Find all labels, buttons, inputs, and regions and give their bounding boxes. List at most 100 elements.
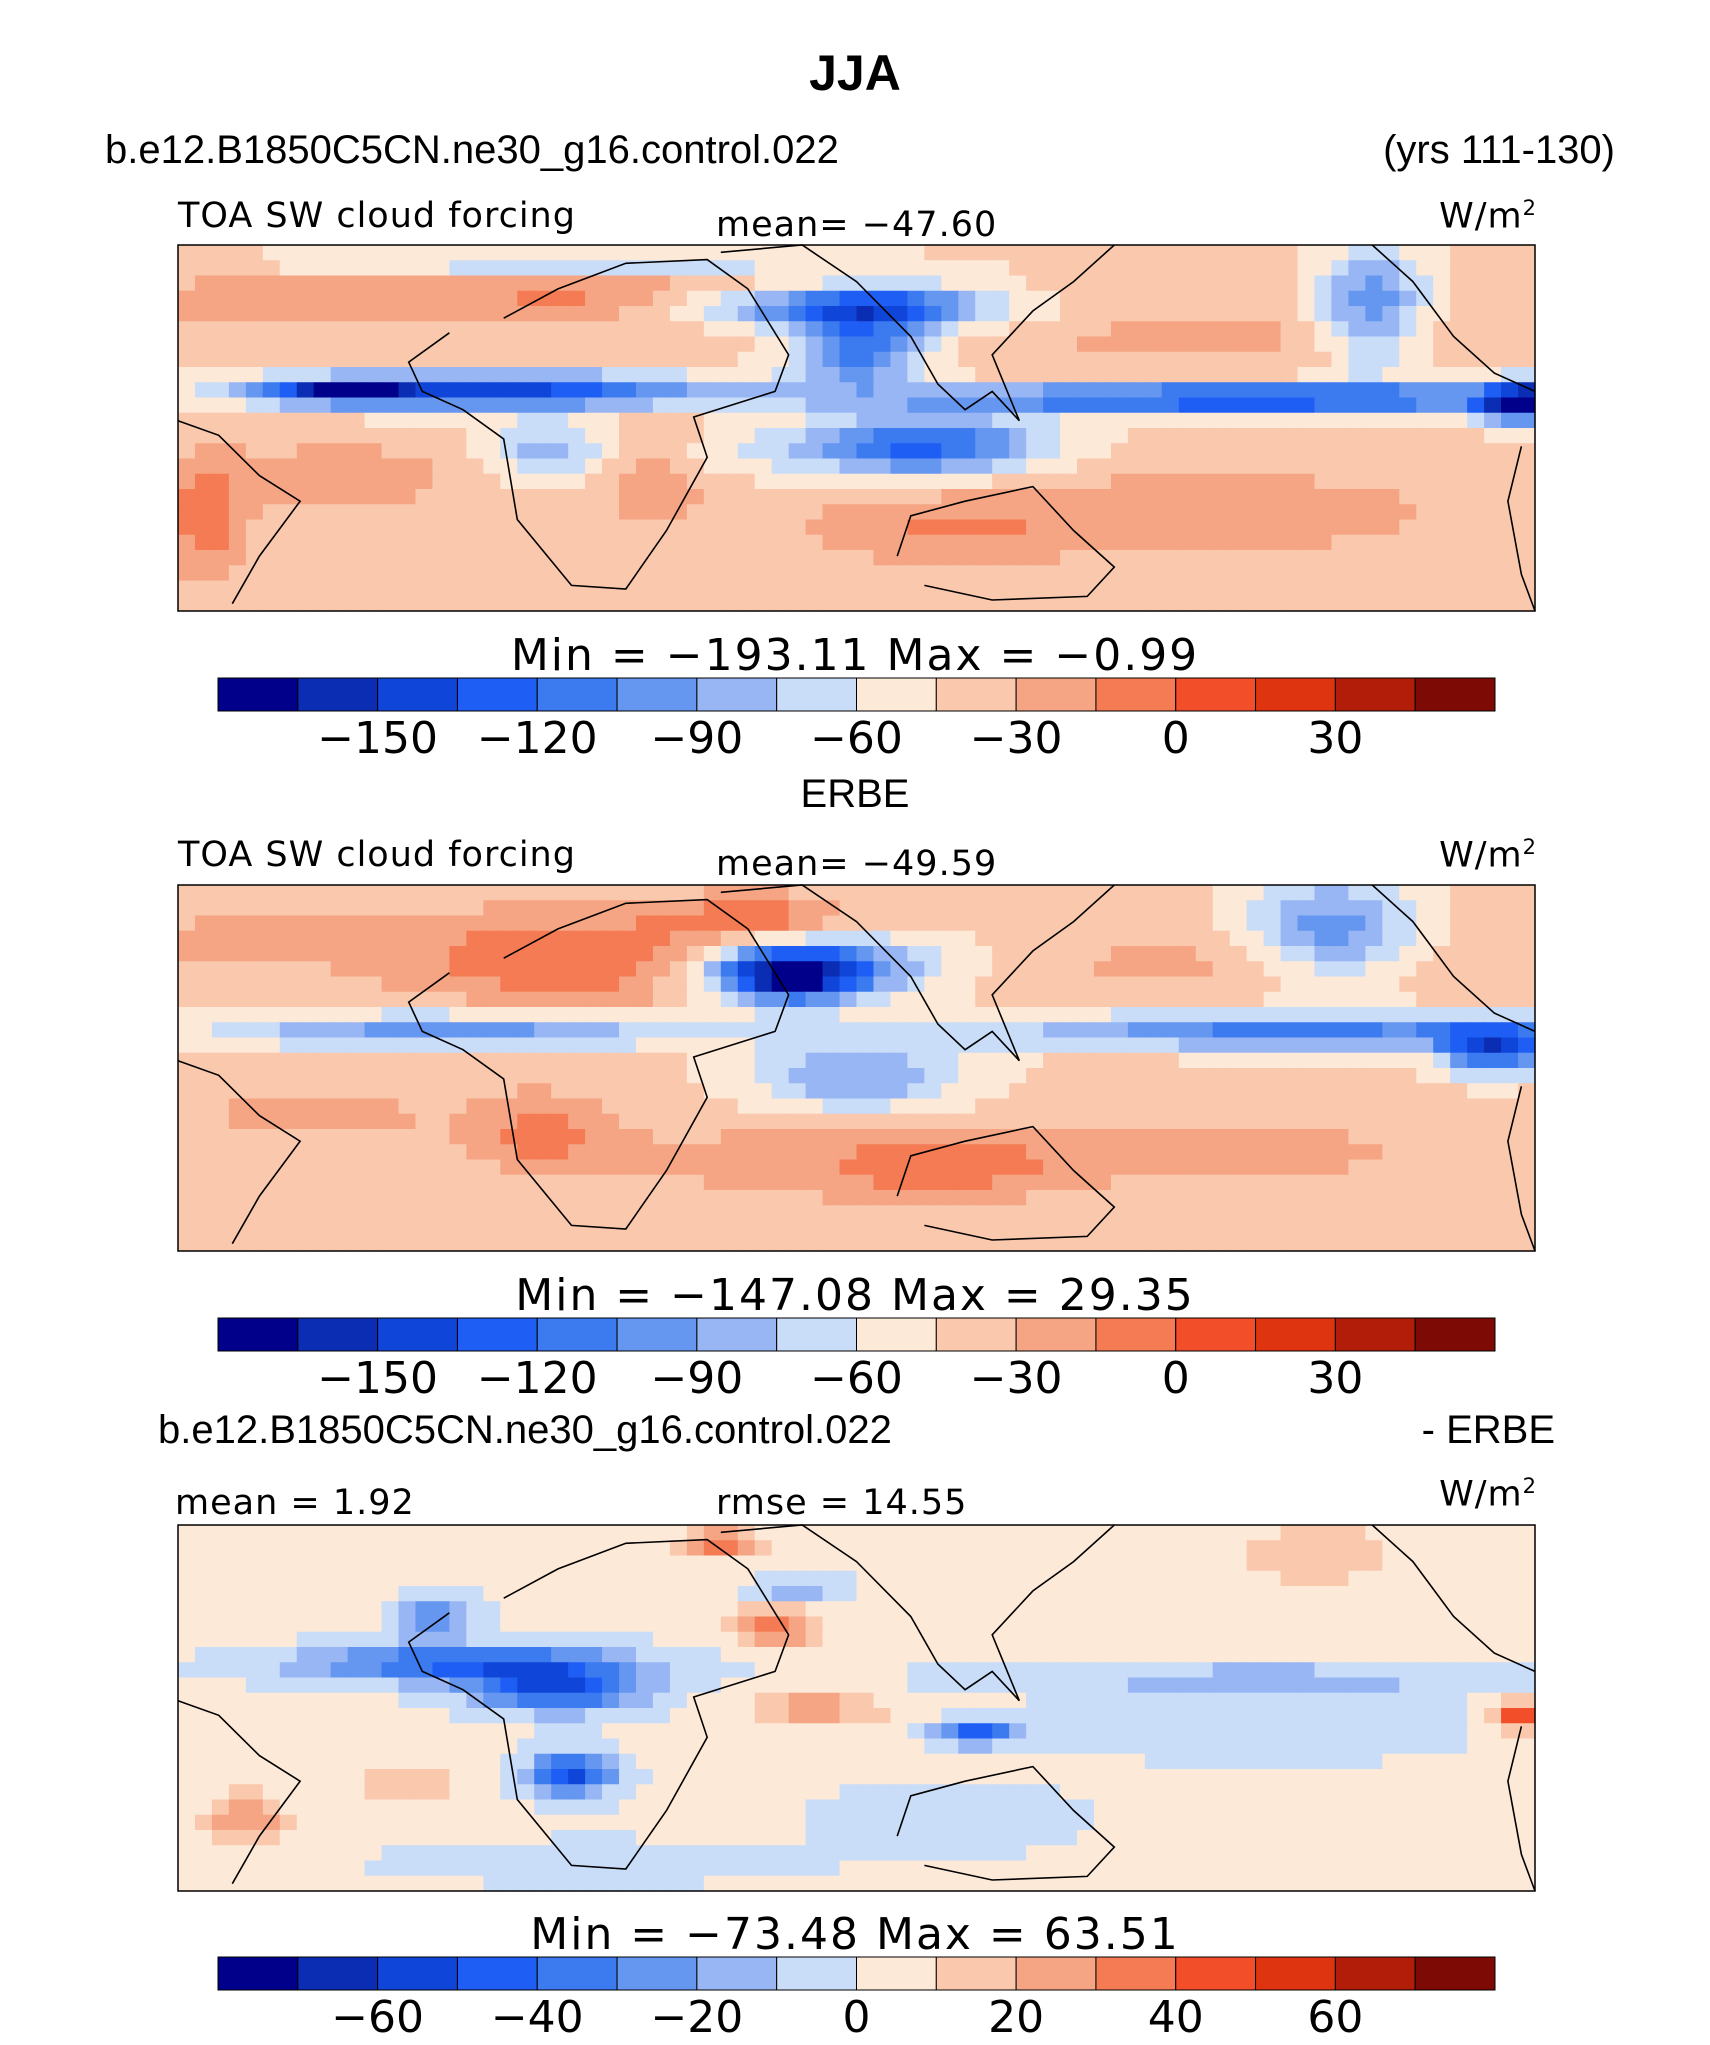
field-cell <box>381 306 400 322</box>
field-cell <box>415 428 434 444</box>
field-cell <box>194 458 213 475</box>
field-cell <box>211 885 230 901</box>
field-cell <box>839 1647 858 1663</box>
field-cell <box>958 473 976 490</box>
field-cell <box>551 336 569 353</box>
field-cell <box>1093 275 1112 292</box>
field-cell <box>568 1129 586 1145</box>
field-cell <box>652 245 671 261</box>
field-cell <box>1433 595 1451 612</box>
field-cell <box>1382 1662 1400 1679</box>
field-cell <box>178 595 196 612</box>
field-cell <box>1178 1052 1197 1069</box>
field-cell <box>466 1616 484 1633</box>
field-cell <box>1110 976 1129 993</box>
field-cell <box>466 1555 484 1572</box>
field-cell <box>534 1692 552 1709</box>
field-cell <box>1348 1129 1366 1145</box>
field-cell <box>1314 336 1333 353</box>
field-cell <box>517 443 535 460</box>
field-cell <box>1060 1708 1078 1724</box>
field-cell <box>941 519 959 536</box>
field-cell <box>822 1190 841 1206</box>
field-cell <box>975 1662 993 1679</box>
field-cell <box>449 915 467 932</box>
field-cell <box>1110 458 1129 475</box>
field-cell <box>568 1235 586 1252</box>
field-cell <box>1399 1586 1417 1602</box>
field-cell <box>1009 1677 1027 1694</box>
field-cell <box>635 1190 654 1206</box>
field-cell <box>551 519 569 536</box>
field-cell <box>1297 473 1316 490</box>
field-cell <box>347 367 366 383</box>
field-cell <box>907 1708 925 1724</box>
field-cell <box>958 458 976 475</box>
field-cell <box>551 260 569 277</box>
field-cell <box>178 275 196 292</box>
field-cell <box>1518 306 1536 322</box>
field-cell <box>415 397 434 414</box>
field-cell <box>737 473 756 490</box>
field-cell <box>822 336 841 353</box>
field-cell <box>415 1174 434 1191</box>
field-cell <box>296 961 315 978</box>
field-cell <box>703 321 722 338</box>
field-cell <box>686 1570 705 1587</box>
field-cell <box>381 1540 400 1557</box>
field-cell <box>1026 1083 1044 1100</box>
field-cell <box>941 1022 959 1039</box>
field-cell <box>466 443 484 460</box>
field-cell <box>1450 580 1468 597</box>
field-cell <box>1161 336 1180 353</box>
field-cell <box>652 473 671 490</box>
field-cell <box>771 565 790 582</box>
field-cell <box>279 428 298 444</box>
field-cell <box>941 1525 959 1541</box>
field-cell <box>619 1022 637 1039</box>
field-cell <box>483 1159 501 1176</box>
field-cell <box>1382 458 1400 475</box>
field-cell <box>1450 336 1468 353</box>
field-cell <box>1399 565 1417 582</box>
field-cell <box>873 321 892 338</box>
field-cell <box>517 397 535 414</box>
field-cell <box>313 930 332 947</box>
field-cell <box>1365 260 1383 277</box>
field-cell <box>1263 946 1282 962</box>
field-cell <box>1314 1616 1333 1633</box>
field-cell <box>364 458 383 475</box>
field-cell <box>1365 1525 1383 1541</box>
field-cell <box>1314 565 1333 582</box>
field-cell <box>703 1616 722 1633</box>
field-cell <box>805 397 824 414</box>
field-cell <box>296 976 315 993</box>
field-cell <box>534 1113 552 1130</box>
field-cell <box>466 382 484 399</box>
coastline <box>720 244 1115 422</box>
field-cell <box>754 1601 773 1618</box>
field-cell <box>602 595 620 612</box>
field-cell <box>652 1098 671 1115</box>
field-cell <box>602 550 620 566</box>
field-cell <box>1484 504 1502 521</box>
field-cell <box>1297 1068 1316 1084</box>
field-cell <box>1416 1647 1434 1663</box>
field-cell <box>1467 1647 1485 1663</box>
field-cell <box>1331 550 1350 566</box>
field-cell <box>669 930 688 947</box>
field-cell <box>534 1555 552 1572</box>
field-cell <box>551 1662 569 1679</box>
field-cell <box>1280 306 1299 322</box>
field-cell <box>568 1692 586 1709</box>
field-cell <box>635 473 654 490</box>
field-cell <box>805 1235 824 1252</box>
field-cell <box>381 412 400 429</box>
field-cell <box>652 1037 671 1054</box>
field-cell <box>1263 1540 1282 1557</box>
field-cell <box>856 489 875 505</box>
field-cell <box>1212 976 1231 993</box>
field-cell <box>1195 1540 1214 1557</box>
field-cell <box>1416 565 1434 582</box>
field-cell <box>1297 900 1316 917</box>
